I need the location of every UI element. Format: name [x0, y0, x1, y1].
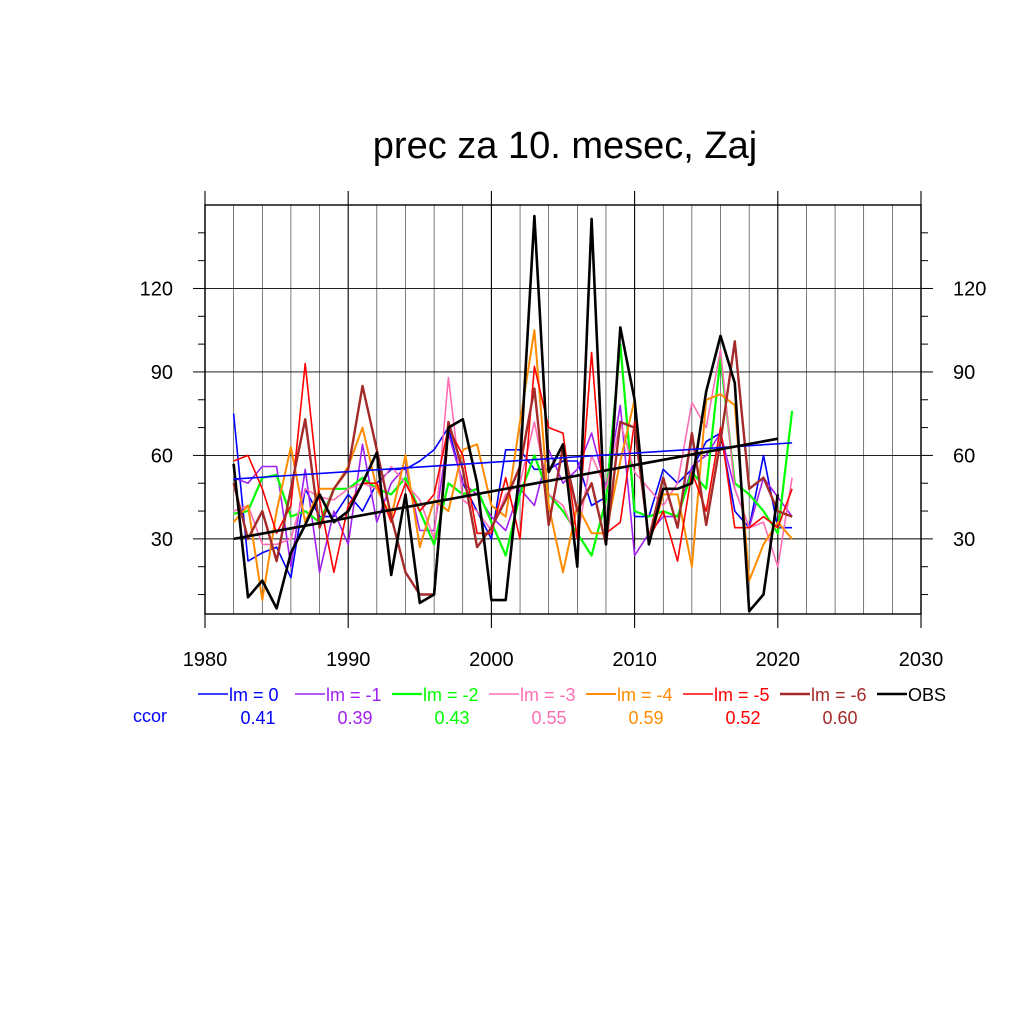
legend-label: lm = -1	[326, 685, 382, 705]
x-tick-label: 2030	[899, 649, 944, 671]
grid	[204, 205, 922, 614]
chart-title: prec za 10. mesec, Zaj	[373, 125, 757, 167]
tick-labels: 1980 1990 2000 2010 2020 2030 30 30 60 60 90 90 120 1…	[140, 278, 987, 671]
legend-ccor-value: 0.41	[240, 708, 275, 728]
y-tick-label-right: 30	[953, 529, 975, 551]
trend-line	[233, 437, 779, 541]
legend-label: lm = -6	[811, 685, 867, 705]
x-tick-label: 2000	[469, 649, 514, 671]
trend-line	[233, 442, 793, 480]
plot-frame	[204, 204, 922, 615]
legend-label: lm = -5	[714, 685, 770, 705]
legend-ccor-value: 0.60	[822, 708, 857, 728]
series-line-lm-5	[233, 351, 793, 574]
legend: lm = 0 0.41 lm = -1 0.39 lm = -2 0.43 lm = -3 0…	[133, 685, 946, 728]
y-tick-label-right: 60	[953, 445, 975, 467]
legend-ccor-value: 0.55	[531, 708, 566, 728]
x-tick-label: 1980	[183, 649, 228, 671]
legend-label: lm = 0	[229, 685, 279, 705]
legend-label: OBS	[908, 685, 946, 705]
y-tick-label: 60	[151, 445, 173, 467]
axis-ticks	[193, 191, 933, 628]
legend-ccor-value: 0.52	[725, 708, 760, 728]
ccor-label: ccor	[133, 706, 167, 726]
series-lines	[232, 214, 794, 613]
x-tick-label: 1990	[326, 649, 371, 671]
series-line-lm-0	[232, 343, 793, 579]
legend-ccor-value: 0.43	[434, 708, 469, 728]
y-tick-label: 90	[151, 362, 173, 384]
series-line-obs	[232, 214, 780, 613]
legend-label: lm = -3	[520, 685, 576, 705]
y-tick-label: 120	[140, 278, 173, 300]
y-tick-label-right: 120	[953, 278, 986, 300]
legend-ccor-value: 0.39	[337, 708, 372, 728]
x-tick-label: 2010	[612, 649, 657, 671]
y-tick-label: 30	[151, 529, 173, 551]
y-tick-label-right: 90	[953, 362, 975, 384]
legend-ccor-value: 0.59	[628, 708, 663, 728]
trend-lines	[233, 437, 793, 541]
x-tick-label: 2020	[756, 649, 801, 671]
legend-label: lm = -4	[617, 685, 673, 705]
legend-label: lm = -2	[423, 685, 479, 705]
